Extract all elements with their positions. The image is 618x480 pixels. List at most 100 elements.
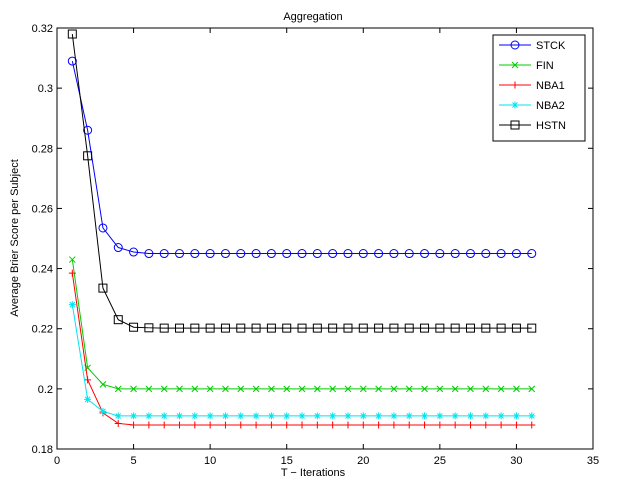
data-point xyxy=(282,249,292,259)
y-tick-label: 0.26 xyxy=(32,203,53,215)
data-point xyxy=(344,421,352,429)
data-point xyxy=(221,412,229,420)
data-point xyxy=(482,421,490,429)
data-point xyxy=(206,421,214,429)
data-point xyxy=(237,421,245,429)
data-point xyxy=(191,421,199,429)
x-tick-label: 25 xyxy=(434,455,446,467)
data-point xyxy=(297,249,307,259)
data-point xyxy=(251,323,261,333)
data-point xyxy=(160,385,168,393)
data-point xyxy=(176,385,183,393)
data-point xyxy=(497,421,505,429)
data-point xyxy=(359,421,367,429)
data-point xyxy=(359,412,367,420)
data-point xyxy=(312,249,322,259)
data-point xyxy=(344,412,352,420)
data-point xyxy=(175,249,185,259)
data-point xyxy=(497,412,505,420)
y-tick-label: 0.32 xyxy=(32,23,53,35)
data-point xyxy=(528,412,536,420)
data-point xyxy=(130,412,138,420)
data-point xyxy=(497,385,505,393)
data-point xyxy=(496,249,506,259)
data-point xyxy=(130,385,137,393)
data-point xyxy=(282,323,292,333)
data-point xyxy=(145,412,153,420)
data-point xyxy=(405,385,413,393)
legend: STCK FIN NBA1 NBA2 HSTN xyxy=(492,34,586,142)
data-point xyxy=(358,323,368,333)
data-point xyxy=(374,323,384,333)
data-point xyxy=(390,385,398,393)
data-point xyxy=(451,385,459,393)
data-point xyxy=(129,247,139,257)
data-point xyxy=(421,421,429,429)
data-point xyxy=(84,395,92,403)
data-point xyxy=(237,412,245,420)
data-point xyxy=(205,249,215,259)
data-point xyxy=(236,249,246,259)
data-point xyxy=(329,421,337,429)
data-point xyxy=(404,323,414,333)
data-point xyxy=(451,421,459,429)
data-point xyxy=(297,323,307,333)
x-tick-label: 30 xyxy=(510,455,522,467)
y-tick-label: 0.24 xyxy=(32,264,53,276)
x-tick-label: 15 xyxy=(281,455,293,467)
data-point xyxy=(450,249,460,259)
data-point xyxy=(83,125,93,135)
data-point xyxy=(144,249,154,259)
data-point xyxy=(343,323,353,333)
data-point xyxy=(98,223,108,233)
data-point xyxy=(512,412,520,420)
data-point xyxy=(329,412,337,420)
data-point xyxy=(436,421,444,429)
legend-label: HSTN xyxy=(536,120,566,132)
data-point xyxy=(375,385,382,393)
data-point xyxy=(83,151,93,161)
data-point xyxy=(220,249,230,259)
data-point xyxy=(160,421,168,429)
data-point xyxy=(206,385,214,393)
data-point xyxy=(267,421,275,429)
data-point xyxy=(236,323,246,333)
data-point xyxy=(252,412,260,420)
data-point xyxy=(358,249,368,259)
data-point xyxy=(220,323,230,333)
data-point xyxy=(191,412,199,420)
data-point xyxy=(375,412,383,420)
series-line-stck xyxy=(71,60,532,255)
data-point xyxy=(312,323,322,333)
data-point xyxy=(68,269,76,277)
data-point xyxy=(190,249,200,259)
series-stck xyxy=(67,56,537,259)
data-point xyxy=(252,385,260,393)
legend-entry-hstn: HSTN xyxy=(499,120,566,132)
data-point xyxy=(329,385,337,393)
x-tick-label: 10 xyxy=(204,455,216,467)
data-point xyxy=(513,385,520,393)
data-point xyxy=(420,249,430,259)
data-point xyxy=(283,412,291,420)
data-point xyxy=(114,412,122,420)
data-point xyxy=(375,421,383,429)
data-point xyxy=(268,385,275,393)
legend-entry-nba1: NBA1 xyxy=(499,80,565,92)
data-point xyxy=(84,376,92,384)
x-tick-label: 0 xyxy=(54,455,60,467)
data-point xyxy=(512,421,520,429)
series-fin xyxy=(68,256,536,393)
y-tick-label: 0.28 xyxy=(32,143,53,155)
data-point xyxy=(191,385,199,393)
data-point xyxy=(467,385,474,393)
legend-marker xyxy=(510,120,520,130)
data-point xyxy=(389,323,399,333)
data-point xyxy=(511,249,521,259)
data-point xyxy=(283,421,291,429)
data-point xyxy=(68,301,76,309)
data-point xyxy=(390,421,398,429)
x-tick-label: 5 xyxy=(131,455,137,467)
data-point xyxy=(221,421,229,429)
data-point xyxy=(313,421,321,429)
